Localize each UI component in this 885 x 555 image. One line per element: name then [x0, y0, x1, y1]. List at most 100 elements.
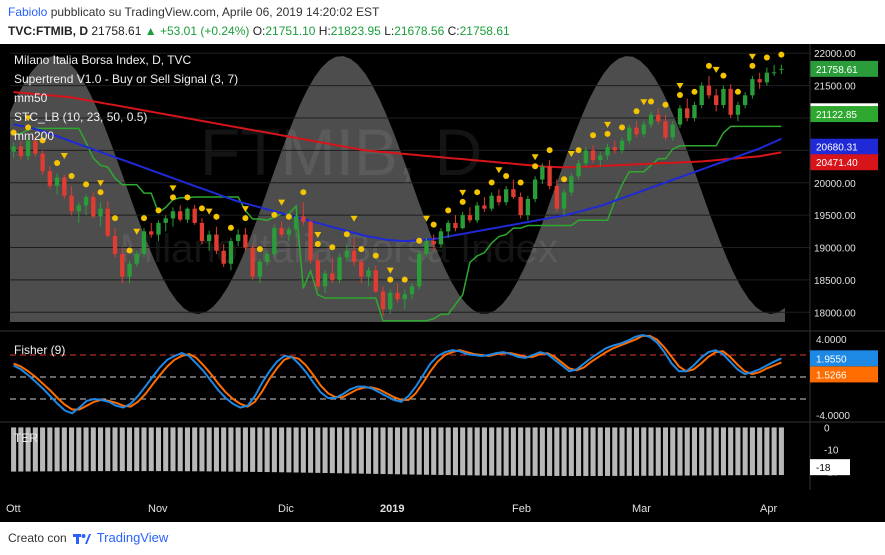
- signal-triangle: [60, 152, 68, 159]
- ter-bar: [568, 427, 574, 476]
- time-tick: Ott: [6, 503, 21, 515]
- signal-dot: [401, 276, 408, 283]
- candle-body: [380, 291, 386, 310]
- high-value: 21823.95: [330, 24, 381, 38]
- ter-bar: [539, 427, 545, 476]
- price-label-mm50: [810, 138, 878, 155]
- signal-dot: [459, 198, 466, 205]
- ter-bar: [126, 427, 133, 472]
- ter-bar: [749, 427, 755, 476]
- signal-dot: [720, 72, 727, 79]
- ter-bar: [619, 427, 625, 476]
- candle-body: [243, 234, 248, 248]
- candle-body: [692, 105, 697, 118]
- candle-body: [699, 85, 704, 106]
- price-label-mm200: [810, 154, 878, 171]
- ter-bar: [778, 427, 784, 476]
- candle-body: [228, 241, 234, 264]
- candle-body: [279, 228, 284, 235]
- signal-triangle: [676, 83, 684, 90]
- low-value: 21678.56: [394, 24, 445, 38]
- candle-body: [532, 179, 538, 199]
- signal-dot: [648, 98, 655, 105]
- tradingview-link[interactable]: TradingView: [96, 530, 169, 545]
- candle-body: [286, 229, 292, 235]
- signal-dot: [213, 213, 220, 220]
- ter-bar: [670, 427, 676, 476]
- ter-bar: [467, 427, 473, 476]
- candle-body: [742, 95, 748, 106]
- candle-body: [76, 205, 81, 212]
- time-tick: Feb: [512, 503, 531, 515]
- candle-body: [264, 254, 270, 262]
- ter-bar: [250, 427, 256, 472]
- signal-dot: [662, 101, 669, 108]
- candle-body: [771, 72, 777, 74]
- ter-bar: [677, 427, 683, 476]
- candle-body: [293, 216, 299, 230]
- signal-triangle: [531, 154, 539, 161]
- tradingview-logo-icon: [72, 533, 91, 544]
- legend-item: Milano Italia Borsa Index, D, TVC: [14, 53, 192, 67]
- candle-body: [627, 127, 632, 141]
- candle-body: [576, 163, 581, 177]
- ter-bar: [40, 427, 46, 472]
- ter-bar: [532, 427, 538, 476]
- signal-dot: [83, 181, 90, 188]
- signal-dot: [155, 207, 162, 214]
- ter-bar: [170, 427, 176, 472]
- ter-bar: [633, 427, 640, 476]
- candle-body: [446, 222, 451, 232]
- signal-dot: [358, 246, 365, 253]
- signal-dot: [68, 173, 75, 179]
- candle-body: [417, 254, 422, 287]
- candle-body: [757, 79, 762, 83]
- candle-body: [467, 215, 473, 221]
- ter-bar: [351, 427, 357, 474]
- candle-body: [547, 166, 552, 186]
- ter-bar: [402, 427, 408, 475]
- fisher-label: Fisher (9): [14, 343, 65, 357]
- ter-bar: [206, 427, 212, 472]
- candle-body: [685, 108, 690, 118]
- candle-body: [33, 140, 38, 154]
- ter-bar: [474, 427, 480, 476]
- created-with: Creato con: [8, 530, 67, 545]
- signal-dot: [590, 132, 597, 139]
- candle-body: [141, 231, 147, 254]
- signal-dot: [676, 92, 683, 99]
- signal-dot: [169, 194, 176, 201]
- signal-dot: [705, 62, 712, 69]
- ter-bar: [713, 427, 719, 476]
- fisher-last-text: 1.9550: [816, 354, 847, 365]
- ter-bar: [134, 427, 140, 472]
- ter-bar: [315, 427, 321, 473]
- ter-bar: [416, 427, 422, 475]
- legend: Milano Italia Borsa Index, D, TVC Supertr…: [14, 53, 238, 445]
- ter-last-text: -18: [816, 463, 831, 474]
- candle-body: [25, 140, 31, 157]
- ter-bar: [365, 427, 372, 474]
- signal-dot: [54, 160, 61, 167]
- ter-bar: [148, 427, 154, 472]
- signal-dot: [97, 189, 104, 196]
- price-tick: 18500.00: [814, 276, 856, 287]
- ter-bar: [76, 427, 82, 472]
- candle-body: [330, 273, 335, 280]
- mm50-line: [13, 123, 782, 242]
- ter-bar: [655, 427, 661, 476]
- signal-triangle: [495, 167, 503, 174]
- ter-pane[interactable]: [11, 427, 784, 476]
- signal-dot: [763, 54, 770, 61]
- signal-dot: [532, 163, 539, 170]
- signal-dot: [474, 189, 481, 196]
- ter-bar: [221, 427, 227, 472]
- ter-bar: [293, 427, 299, 473]
- fisher-pane[interactable]: [10, 333, 810, 415]
- ter-bar: [452, 427, 458, 476]
- signal-triangle: [748, 53, 756, 60]
- author-link[interactable]: Fabiolo: [8, 5, 48, 19]
- ter-bar: [105, 427, 111, 472]
